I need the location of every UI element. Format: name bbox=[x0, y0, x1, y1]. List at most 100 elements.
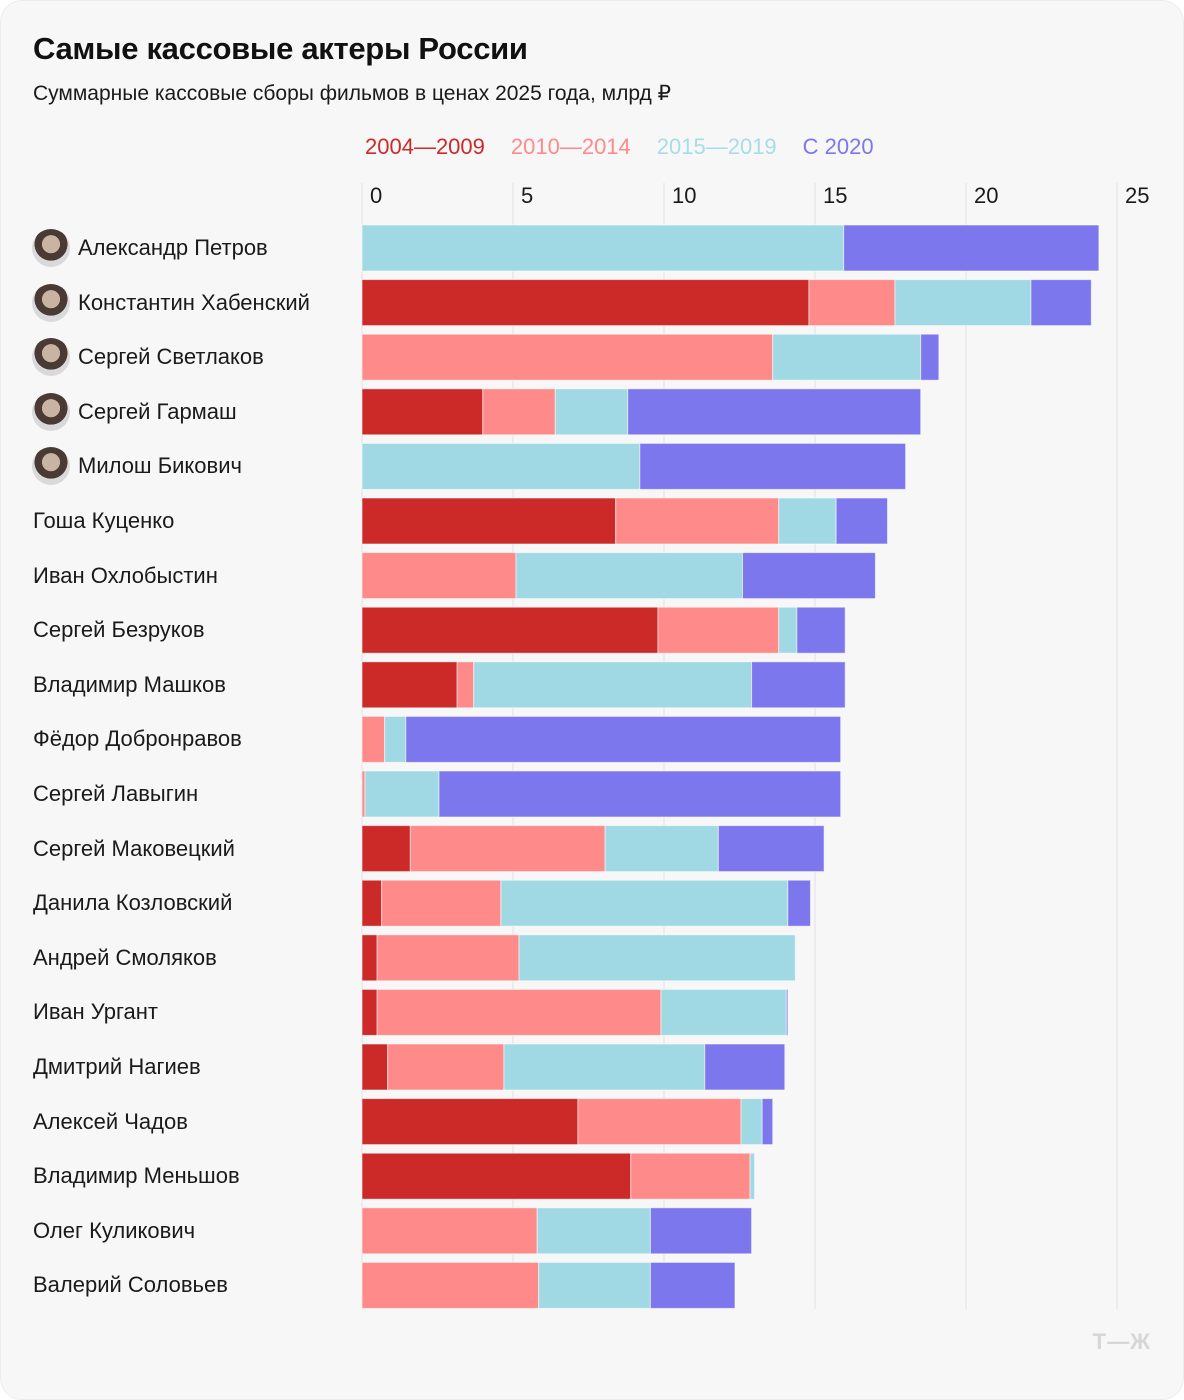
bar-segment bbox=[384, 715, 407, 763]
x-tick-label: 0 bbox=[370, 183, 382, 208]
bar-segment bbox=[717, 825, 825, 873]
legend-item-2020: С 2020 bbox=[802, 134, 874, 159]
actor-label: Сергей Гармаш bbox=[32, 389, 237, 435]
bar-segment bbox=[843, 224, 1100, 272]
actor-name: Сергей Гармаш bbox=[78, 398, 237, 424]
actor-label: Сергей Маковецкий bbox=[33, 826, 235, 872]
bar-segment bbox=[778, 606, 798, 654]
bar-segment bbox=[649, 1207, 753, 1255]
actor-label: Владимир Меньшов bbox=[33, 1153, 240, 1199]
bar-segment bbox=[920, 333, 940, 381]
bar-segment bbox=[361, 934, 378, 982]
bar-segment bbox=[639, 442, 907, 490]
bar-segment bbox=[361, 988, 378, 1036]
x-tick-label: 25 bbox=[1125, 183, 1149, 208]
actor-label: Данила Козловский bbox=[33, 880, 232, 926]
chart-title: Самые кассовые актеры России bbox=[33, 31, 528, 66]
bar-segment bbox=[751, 661, 846, 709]
legend-item-2010-2014: 2010—2014 bbox=[510, 134, 631, 159]
legend: 2004—2009 2010—2014 2015—2019 С 2020 bbox=[365, 134, 874, 160]
actor-label: Фёдор Добронравов bbox=[33, 716, 242, 762]
bar-segment bbox=[778, 497, 837, 545]
bar-segment bbox=[538, 1261, 651, 1309]
bar-segment bbox=[500, 879, 789, 927]
bar-segment bbox=[518, 934, 796, 982]
actor-name: Гоша Куценко bbox=[33, 508, 175, 533]
bar-segment bbox=[361, 1152, 632, 1200]
bar-segment bbox=[438, 770, 842, 818]
actor-name: Андрей Смоляков bbox=[33, 944, 217, 970]
bar-segment bbox=[361, 1261, 540, 1309]
actor-label: Иван Охлобыстин bbox=[33, 553, 218, 599]
bar-segment bbox=[361, 825, 411, 873]
actor-name: Владимир Машков bbox=[33, 671, 226, 697]
avatar bbox=[32, 338, 70, 377]
actor-name: Сергей Безруков bbox=[33, 617, 205, 643]
bar-segment bbox=[456, 661, 475, 709]
bar-segment bbox=[361, 333, 774, 381]
actor-name: Олег Куликович bbox=[33, 1217, 196, 1243]
bar-segment bbox=[604, 825, 719, 873]
bar-segment bbox=[1030, 279, 1092, 327]
bar-segment bbox=[808, 279, 896, 327]
bar-segment bbox=[409, 825, 606, 873]
actor-label: Владимир Машков bbox=[33, 662, 226, 708]
bar-segment bbox=[361, 497, 617, 545]
bar-segment bbox=[554, 388, 629, 436]
actor-name: Александр Петров bbox=[78, 235, 268, 260]
bar-segment bbox=[787, 879, 811, 927]
legend-item-2004-2009: 2004—2009 bbox=[365, 134, 485, 159]
x-tick-label: 5 bbox=[521, 183, 533, 208]
bar-segment bbox=[405, 715, 842, 763]
avatar bbox=[32, 392, 70, 431]
actor-label: Гоша Куценко bbox=[33, 498, 174, 544]
bar-segment bbox=[772, 333, 922, 381]
actor-label: Сергей Светлаков bbox=[32, 334, 264, 380]
bar-segment bbox=[749, 1152, 756, 1200]
actor-label: Иван Ургант bbox=[33, 989, 158, 1035]
bar-segment bbox=[630, 1152, 751, 1200]
bar-segment bbox=[740, 1098, 763, 1146]
actor-name: Константин Хабенский bbox=[78, 289, 310, 315]
bar-segment bbox=[785, 988, 789, 1036]
actor-label: Андрей Смоляков bbox=[33, 935, 217, 981]
actor-name: Милош Бикович bbox=[78, 453, 242, 479]
bar-segment bbox=[536, 1207, 651, 1255]
bar-segment bbox=[361, 715, 386, 763]
actor-name: Иван Ургант bbox=[33, 999, 158, 1025]
legend-item-2015-2019: 2015—2019 bbox=[656, 134, 777, 159]
bar-segment bbox=[361, 1098, 579, 1146]
bar-segment bbox=[761, 1098, 774, 1146]
bar-segment bbox=[482, 388, 556, 436]
bar-segment bbox=[577, 1098, 742, 1146]
bar-segment bbox=[515, 552, 744, 600]
actor-label: Сергей Безруков bbox=[33, 607, 205, 653]
bar-segment bbox=[742, 552, 876, 600]
bar-segment bbox=[361, 1207, 538, 1255]
actor-name: Дмитрий Нагиев bbox=[33, 1054, 201, 1079]
bar-segment bbox=[361, 388, 484, 436]
chart-subtitle: Суммарные кассовые сборы фильмов в ценах… bbox=[33, 82, 671, 105]
actor-label: Валерий Соловьев bbox=[33, 1262, 228, 1308]
tzh-logo: Т—Ж bbox=[1092, 1329, 1151, 1354]
actor-name: Валерий Соловьев bbox=[33, 1272, 228, 1298]
actor-name: Сергей Лавыгин bbox=[33, 781, 199, 806]
actor-label: Сергей Лавыгин bbox=[33, 771, 198, 817]
actor-name: Сергей Маковецкий bbox=[33, 835, 235, 861]
bar-segment bbox=[704, 1043, 786, 1091]
bar-segment bbox=[894, 279, 1032, 327]
actor-name: Иван Охлобыстин bbox=[33, 562, 218, 588]
actor-name: Сергей Светлаков bbox=[78, 344, 264, 370]
bar-segment bbox=[361, 1043, 389, 1091]
bar-segment bbox=[361, 661, 458, 709]
bar-segment bbox=[376, 988, 662, 1036]
bar-segment bbox=[361, 279, 810, 327]
x-tick-label: 20 bbox=[974, 183, 998, 208]
bar-segment bbox=[376, 934, 520, 982]
bar-segment bbox=[503, 1043, 706, 1091]
bar-segment bbox=[473, 661, 753, 709]
actor-name: Алексей Чадов bbox=[33, 1108, 188, 1134]
actor-label: Дмитрий Нагиев bbox=[33, 1044, 201, 1090]
